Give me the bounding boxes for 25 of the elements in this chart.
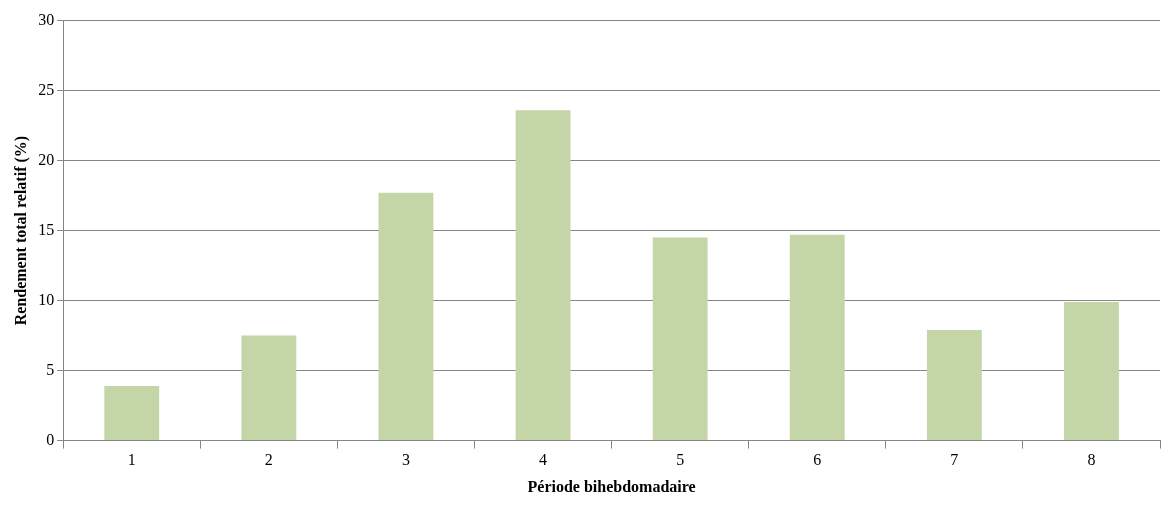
x-tick-label: 7 [950, 451, 959, 469]
bar [789, 234, 845, 441]
x-tick-label: 8 [1087, 451, 1096, 469]
y-tick-label: 25 [38, 80, 55, 98]
x-tick-label: 4 [539, 451, 548, 469]
bar [515, 110, 571, 441]
bar [104, 386, 160, 441]
y-tick-label: 30 [38, 10, 55, 28]
bar [378, 192, 434, 441]
y-tick-label: 15 [38, 220, 55, 238]
x-tick-label: 2 [264, 451, 273, 469]
x-tick-label: 6 [813, 451, 822, 469]
y-tick-label: 5 [46, 360, 55, 378]
bar [241, 335, 297, 441]
y-tick-label: 20 [38, 150, 55, 168]
y-tick-label: 0 [46, 430, 55, 448]
y-tick-label: 10 [38, 290, 55, 308]
y-axis-title: Rendement total relatif (%) [11, 135, 30, 326]
x-tick-label: 3 [401, 451, 410, 469]
x-tick-label: 5 [676, 451, 685, 469]
bar [926, 330, 982, 441]
x-tick-label: 1 [127, 451, 136, 469]
bar [1064, 302, 1119, 441]
bar [652, 237, 708, 441]
x-axis-title: Période bihebdomadaire [527, 477, 696, 495]
